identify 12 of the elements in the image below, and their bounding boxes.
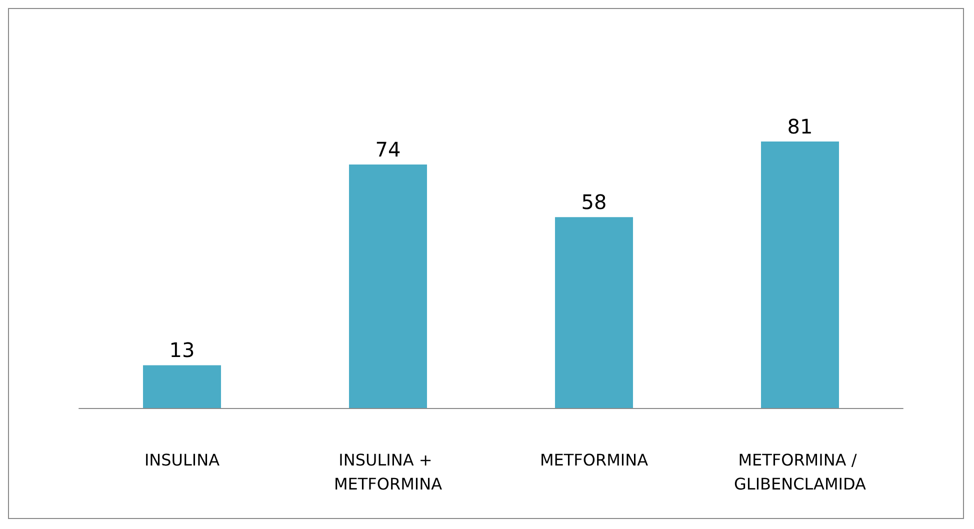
data-label: 13 [169, 338, 195, 362]
bar [761, 142, 839, 408]
data-label: 81 [787, 114, 813, 139]
data-label: 74 [375, 138, 401, 162]
x-tick-label: INSULINA [144, 450, 220, 470]
bar [555, 217, 633, 408]
x-tick-label: METFORMINA [540, 450, 648, 470]
x-tick-label: INSULINA + METFORMINA [334, 450, 442, 494]
x-tick-label: METFORMINA / GLIBENCLAMIDA [734, 450, 866, 494]
bar [143, 365, 221, 408]
bar [349, 164, 427, 408]
data-label: 58 [581, 190, 607, 214]
